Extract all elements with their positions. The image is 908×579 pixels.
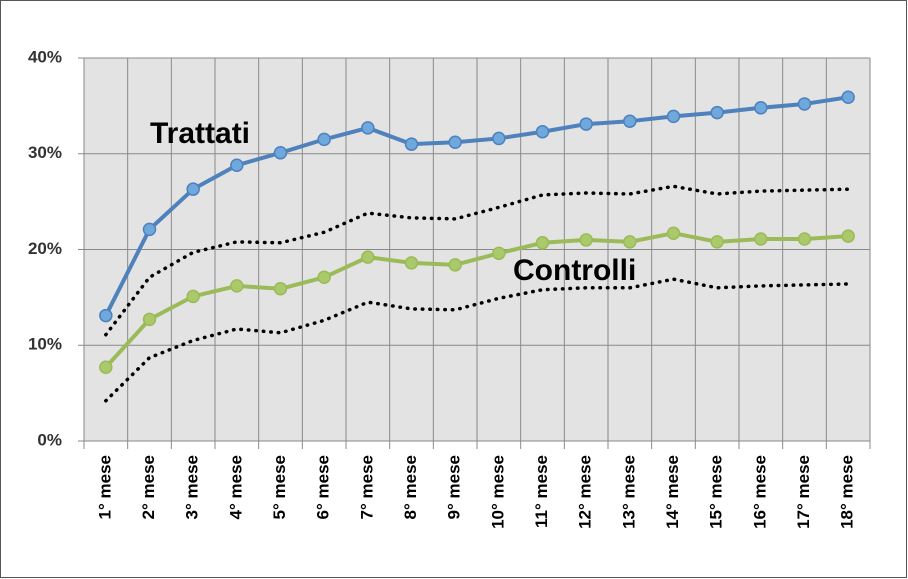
y-tick-label: 40%: [28, 47, 62, 66]
x-tick-label: 6° mese: [314, 455, 333, 519]
point: [361, 121, 375, 135]
point: [404, 137, 419, 151]
x-tick-label: 8° mese: [401, 455, 420, 519]
point: [797, 97, 812, 111]
point: [710, 105, 724, 120]
point: [535, 124, 550, 139]
point: [535, 236, 550, 250]
point: [754, 101, 768, 115]
x-tick-label: 12° mese: [576, 455, 595, 529]
series-line: [103, 95, 851, 318]
point: [361, 250, 375, 264]
x-tick-label: 10° mese: [488, 455, 507, 529]
x-tick-label: 2° mese: [139, 455, 158, 519]
point: [448, 135, 462, 150]
x-tick-label: 3° mese: [183, 455, 202, 519]
point: [623, 114, 637, 128]
x-tick-label: 9° mese: [445, 455, 464, 519]
point: [99, 360, 113, 375]
point: [273, 282, 288, 296]
point: [142, 312, 157, 327]
y-tick-label: 10%: [28, 335, 62, 354]
series-label: Trattati: [150, 117, 250, 150]
x-tick-label: 14° mese: [663, 455, 682, 529]
x-tick-label: 13° mese: [619, 455, 638, 529]
point: [317, 270, 331, 285]
series-line: [103, 231, 851, 370]
point: [666, 109, 681, 124]
point: [841, 229, 855, 243]
x-tick-label: 17° mese: [794, 455, 813, 529]
y-tick-label: 0%: [37, 430, 62, 449]
x-tick-label: 15° mese: [707, 455, 726, 529]
point: [492, 131, 506, 146]
point: [186, 289, 200, 304]
series-label: Controlli: [513, 254, 636, 287]
point: [448, 258, 462, 272]
point: [404, 256, 419, 270]
y-tick-label: 20%: [28, 239, 62, 258]
point: [797, 232, 812, 246]
x-tick-label: 5° mese: [270, 455, 289, 519]
x-tick-label: 11° mese: [532, 455, 551, 528]
point: [230, 158, 244, 172]
point: [492, 246, 506, 261]
x-tick-label: 7° mese: [357, 455, 376, 519]
point: [317, 132, 331, 147]
x-tick-label: 4° mese: [226, 455, 245, 519]
band-line: [104, 277, 850, 403]
point: [230, 279, 244, 293]
point: [841, 90, 855, 105]
point: [273, 146, 288, 160]
point: [186, 182, 200, 196]
point: [99, 308, 113, 323]
point: [754, 232, 768, 246]
x-tick-label: 1° mese: [95, 455, 114, 519]
band-line: [104, 184, 850, 337]
point: [710, 235, 724, 249]
y-tick-label: 30%: [28, 143, 62, 162]
point: [623, 235, 637, 249]
point: [579, 117, 593, 131]
point: [142, 222, 157, 237]
x-tick-label: 16° mese: [750, 455, 769, 529]
point: [666, 226, 681, 240]
point: [579, 233, 593, 247]
x-tick-label: 18° mese: [838, 455, 857, 529]
